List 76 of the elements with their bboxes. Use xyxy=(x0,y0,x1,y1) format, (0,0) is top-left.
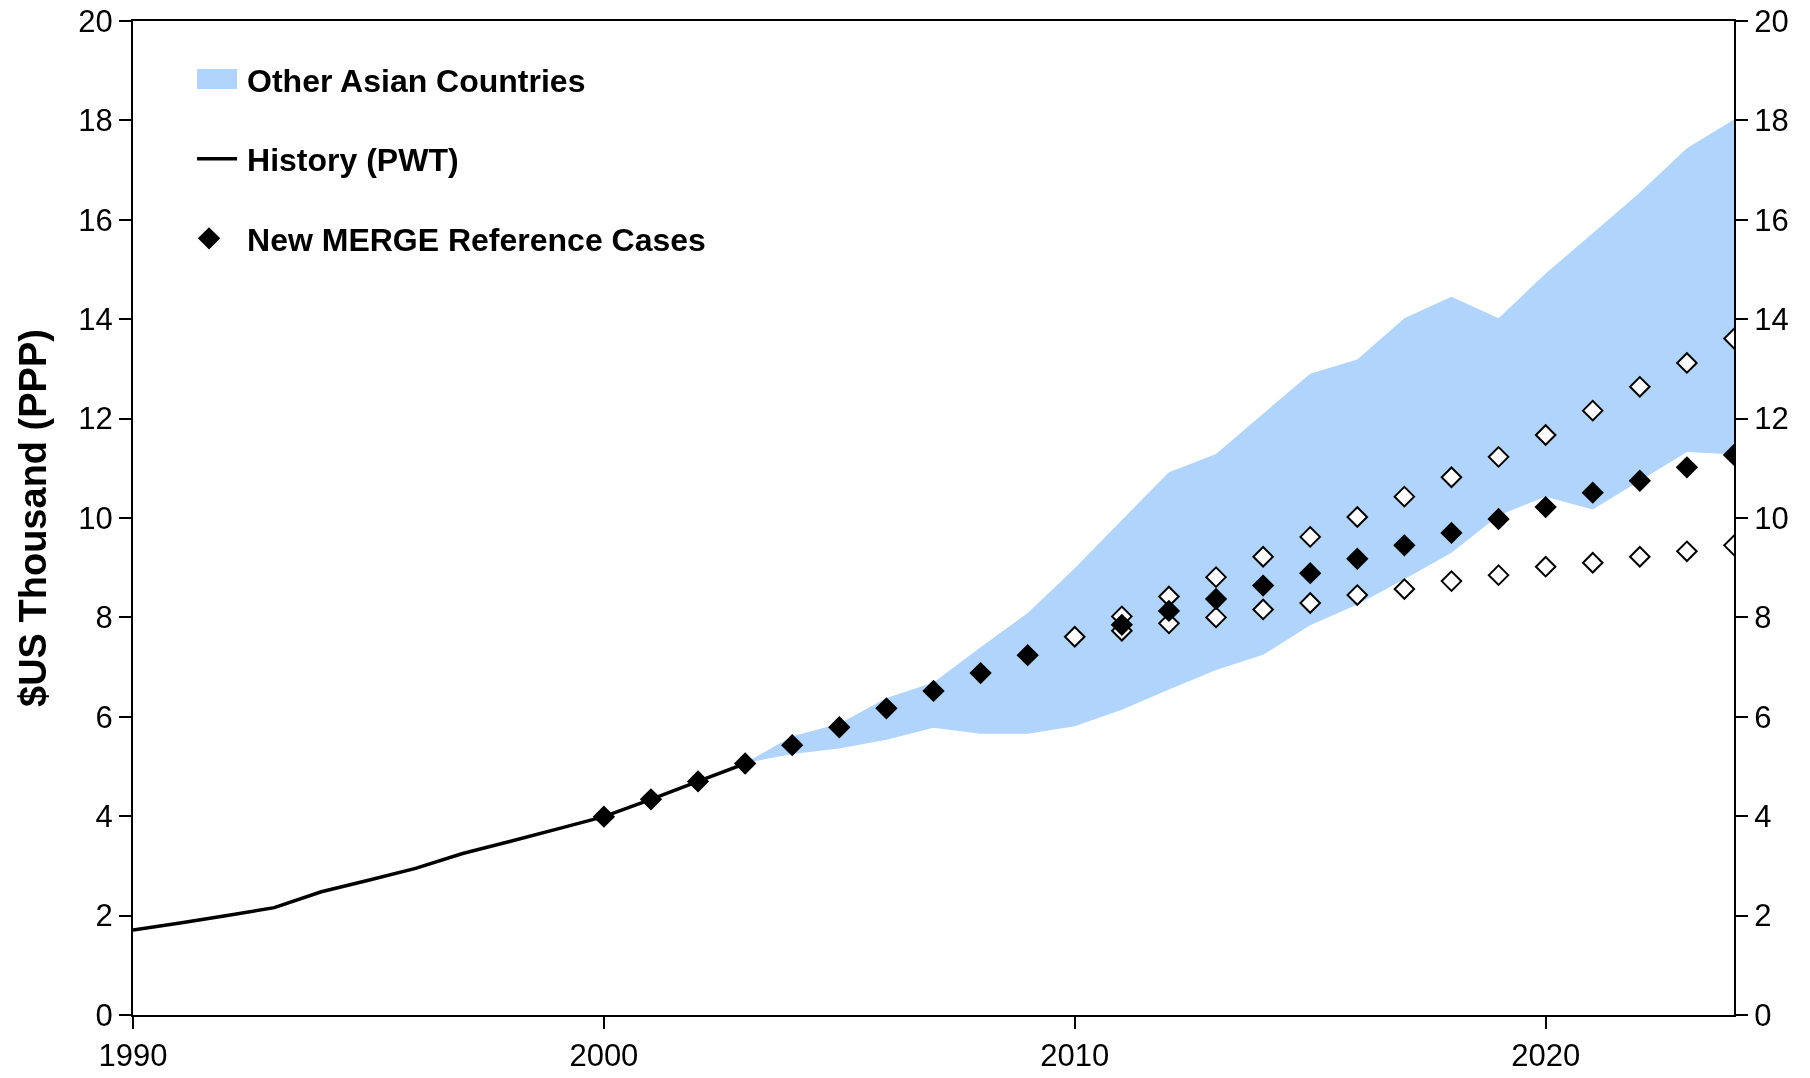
point xyxy=(1393,578,1416,600)
point xyxy=(1346,548,1369,570)
point xyxy=(1487,508,1510,530)
y2-tick-label: 16 xyxy=(1754,202,1789,238)
point xyxy=(1629,469,1651,492)
legend-label: New MERGE Reference Cases xyxy=(247,221,706,258)
point xyxy=(1581,481,1604,504)
point xyxy=(1629,376,1651,398)
point xyxy=(1534,555,1557,578)
y-tick-label: 16 xyxy=(78,202,113,238)
point xyxy=(828,716,851,738)
point xyxy=(969,662,992,684)
point xyxy=(1487,446,1510,468)
legend-label: History (PWT) xyxy=(247,142,459,179)
y-axis-title: $US Thousand (PPP) xyxy=(12,329,55,707)
point xyxy=(1252,546,1274,568)
point xyxy=(922,680,945,702)
y2-tick-label: 6 xyxy=(1754,699,1772,735)
point xyxy=(1581,399,1604,422)
point xyxy=(1111,614,1133,636)
y2-tick-label: 14 xyxy=(1754,302,1789,338)
point xyxy=(1016,644,1039,666)
y-tick-label: 0 xyxy=(95,997,113,1033)
legend-label: Other Asian Countries xyxy=(247,62,586,99)
y-tick-label: 4 xyxy=(95,799,113,835)
x-tick-label: 2000 xyxy=(569,1038,639,1074)
x-tick-label: 2010 xyxy=(1040,1038,1110,1074)
y-tick-label: 6 xyxy=(95,699,113,735)
point xyxy=(1440,570,1463,592)
point xyxy=(1581,551,1604,574)
point xyxy=(1393,485,1416,508)
point xyxy=(687,770,709,793)
point xyxy=(1676,540,1698,563)
y-tick-label: 2 xyxy=(95,898,113,934)
point xyxy=(734,752,756,775)
point xyxy=(1205,588,1227,610)
point xyxy=(1299,562,1321,584)
y-tick-label: 12 xyxy=(78,401,113,437)
point xyxy=(593,805,615,828)
point xyxy=(1393,534,1416,557)
point xyxy=(1299,526,1321,548)
point xyxy=(1158,600,1180,622)
y2-tick-label: 2 xyxy=(1754,898,1772,934)
point xyxy=(1440,466,1463,488)
point xyxy=(1252,574,1274,597)
point xyxy=(1064,626,1086,648)
y-tick-label: 14 xyxy=(78,302,113,338)
y-tick-label: 10 xyxy=(78,500,113,536)
y-tick-label: 18 xyxy=(78,103,113,139)
y2-tick-label: 18 xyxy=(1754,103,1789,139)
y2-tick-label: 10 xyxy=(1754,500,1789,536)
y2-tick-label: 0 xyxy=(1754,997,1772,1033)
y2-tick-label: 8 xyxy=(1754,600,1772,636)
point xyxy=(1205,566,1227,588)
point xyxy=(1534,496,1557,518)
y-tick-label: 20 xyxy=(78,3,113,39)
point xyxy=(1534,424,1557,446)
point xyxy=(1440,522,1463,544)
point xyxy=(1205,606,1227,629)
point xyxy=(640,788,662,811)
point xyxy=(1346,506,1369,528)
point xyxy=(1676,456,1698,479)
x-tick-label: 2020 xyxy=(1511,1038,1581,1074)
x-tick-label: 1990 xyxy=(98,1038,168,1074)
point xyxy=(1299,592,1321,614)
y2-tick-label: 4 xyxy=(1754,799,1772,835)
y2-tick-label: 12 xyxy=(1754,401,1789,437)
y-tick-label: 8 xyxy=(95,600,113,636)
point xyxy=(1487,564,1510,586)
point xyxy=(781,734,803,756)
point xyxy=(1676,352,1698,374)
point xyxy=(875,697,898,720)
point xyxy=(1346,584,1369,606)
y2-tick-label: 20 xyxy=(1754,3,1789,39)
point xyxy=(1629,546,1651,568)
point xyxy=(1252,598,1274,621)
